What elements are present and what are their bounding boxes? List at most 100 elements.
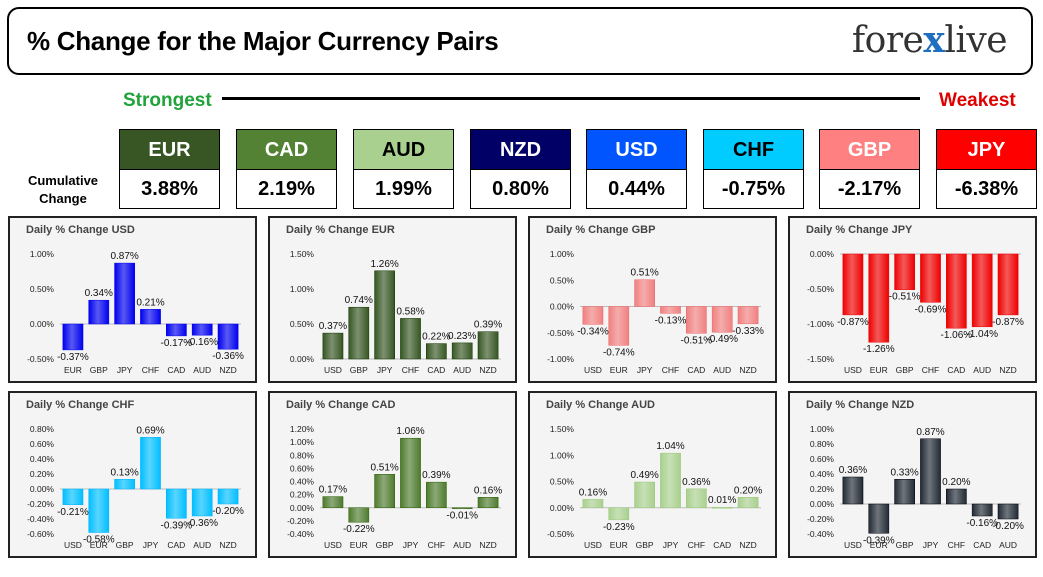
data-label: 0.87% bbox=[916, 427, 944, 438]
x-tick-label: EUR bbox=[870, 540, 888, 550]
currency-code: USD bbox=[587, 130, 686, 170]
cumulative-value: 0.44% bbox=[587, 170, 686, 208]
y-tick-label: 0.40% bbox=[30, 454, 55, 464]
x-tick-label: JPY bbox=[663, 540, 679, 550]
x-tick-label: JPY bbox=[923, 540, 939, 550]
data-label: 0.39% bbox=[422, 470, 450, 481]
currency-box-aud: AUD 1.99% bbox=[353, 129, 454, 209]
y-tick-label: 0.00% bbox=[810, 499, 835, 509]
bar-eur bbox=[868, 253, 890, 343]
bar-usd bbox=[582, 306, 604, 325]
data-label: 0.20% bbox=[942, 477, 970, 488]
data-label: -0.16% bbox=[966, 518, 998, 529]
currency-box-usd: USD 0.44% bbox=[586, 129, 687, 209]
cumulative-change-label: Cumulative Change bbox=[22, 172, 104, 208]
logo-text-x: x bbox=[923, 19, 945, 61]
bar-cad bbox=[686, 306, 707, 334]
x-tick-label: USD bbox=[584, 365, 602, 375]
x-tick-label: USD bbox=[844, 365, 862, 375]
data-label: 1.06% bbox=[396, 426, 424, 437]
weakest-label: Weakest bbox=[939, 90, 1016, 111]
bar-gbp bbox=[634, 481, 655, 509]
currency-box-cad: CAD 2.19% bbox=[236, 129, 337, 209]
x-tick-label: AUD bbox=[453, 365, 471, 375]
data-label: -1.26% bbox=[863, 344, 895, 355]
x-tick-label: JPY bbox=[117, 365, 133, 375]
bar-nzd bbox=[997, 253, 1019, 316]
y-tick-label: 1.00% bbox=[290, 284, 315, 294]
bar-nzd bbox=[737, 306, 759, 325]
x-tick-label: JPY bbox=[403, 540, 419, 550]
x-tick-label: JPY bbox=[377, 365, 393, 375]
x-tick-label: NZD bbox=[739, 540, 756, 550]
bar-cad bbox=[166, 323, 187, 337]
x-tick-label: USD bbox=[844, 540, 862, 550]
bar-jpy bbox=[920, 438, 941, 505]
chart-panel-4: Daily % Change JPY 0.00% -0.50% -1.00% -1.50… bbox=[788, 216, 1037, 383]
y-tick-label: -0.40% bbox=[27, 514, 54, 524]
currency-code: CAD bbox=[237, 130, 336, 170]
chart-title: Daily % Change GBP bbox=[546, 224, 656, 236]
bar-jpy bbox=[400, 437, 421, 508]
cumulative-value: 1.99% bbox=[354, 170, 453, 208]
y-tick-label: 0.60% bbox=[810, 454, 835, 464]
data-label: 0.20% bbox=[734, 485, 762, 496]
chart-title: Daily % Change EUR bbox=[286, 224, 395, 236]
bar-nzd bbox=[217, 488, 239, 505]
y-tick-label: 0.60% bbox=[30, 439, 55, 449]
bar-cad bbox=[166, 488, 187, 519]
y-tick-label: -0.50% bbox=[547, 529, 574, 539]
y-tick-label: 0.00% bbox=[30, 484, 55, 494]
x-tick-label: CAD bbox=[167, 540, 185, 550]
data-label: -0.13% bbox=[655, 315, 687, 326]
data-label: 0.01% bbox=[708, 495, 736, 506]
x-tick-label: GBP bbox=[350, 365, 368, 375]
y-tick-label: 0.50% bbox=[290, 319, 315, 329]
bar-gbp bbox=[114, 479, 135, 490]
bar-gbp bbox=[88, 299, 110, 325]
y-tick-label: -1.00% bbox=[547, 354, 574, 364]
y-tick-label: 0.50% bbox=[30, 284, 55, 294]
y-tick-label: -0.50% bbox=[27, 354, 54, 364]
cumulative-value: 0.80% bbox=[471, 170, 570, 208]
chart-panel-3: Daily % Change GBP 1.00% 0.50% 0.00% -0.50% -… bbox=[528, 216, 777, 383]
y-tick-label: 0.60% bbox=[290, 463, 315, 473]
x-tick-label: CHF bbox=[402, 365, 419, 375]
x-tick-label: GBP bbox=[116, 540, 134, 550]
y-tick-label: 0.00% bbox=[290, 354, 315, 364]
x-tick-label: CHF bbox=[142, 365, 159, 375]
data-label: 0.58% bbox=[396, 306, 424, 317]
data-label: 0.13% bbox=[110, 467, 138, 478]
bar-chart: 0.80%0.60%0.40%0.20%0.00%-0.20%-0.40%-0.… bbox=[27, 424, 244, 550]
y-tick-label: 0.20% bbox=[30, 469, 55, 479]
y-tick-label: 1.50% bbox=[550, 424, 575, 434]
cumulative-value: 2.19% bbox=[237, 170, 336, 208]
data-label: 1.04% bbox=[656, 441, 684, 452]
x-tick-label: GBP bbox=[896, 540, 914, 550]
bar-gbp bbox=[894, 253, 915, 290]
data-label: 0.16% bbox=[579, 487, 607, 498]
data-label: 0.16% bbox=[474, 485, 502, 496]
bar-chart: 1.00% 0.80% 0.60% 0.40% 0.20% 0.00% -0.20% -0.4… bbox=[807, 424, 1024, 550]
x-tick-label: EUR bbox=[90, 540, 108, 550]
bar-cad bbox=[711, 506, 733, 509]
x-tick-label: EUR bbox=[870, 365, 888, 375]
data-label: -0.87% bbox=[992, 317, 1024, 328]
cumulative-value: 3.88% bbox=[120, 170, 219, 208]
cumulative-value: -6.38% bbox=[937, 170, 1036, 208]
data-label: -0.39% bbox=[161, 520, 193, 531]
data-label: -0.87% bbox=[837, 317, 869, 328]
y-tick-label: 0.80% bbox=[810, 439, 835, 449]
ranking-line bbox=[222, 97, 920, 100]
data-label: -0.21% bbox=[57, 507, 89, 518]
y-tick-label: -1.50% bbox=[807, 354, 834, 364]
data-label: 0.39% bbox=[474, 320, 502, 331]
bar-jpy bbox=[140, 437, 161, 490]
bar-chf bbox=[140, 309, 161, 325]
x-tick-label: AUD bbox=[713, 365, 731, 375]
x-tick-label: AUD bbox=[999, 540, 1017, 550]
x-tick-label: CAD bbox=[947, 365, 965, 375]
x-tick-label: GBP bbox=[896, 365, 914, 375]
data-label: -0.17% bbox=[161, 338, 193, 349]
y-tick-label: 1.20% bbox=[290, 424, 315, 434]
